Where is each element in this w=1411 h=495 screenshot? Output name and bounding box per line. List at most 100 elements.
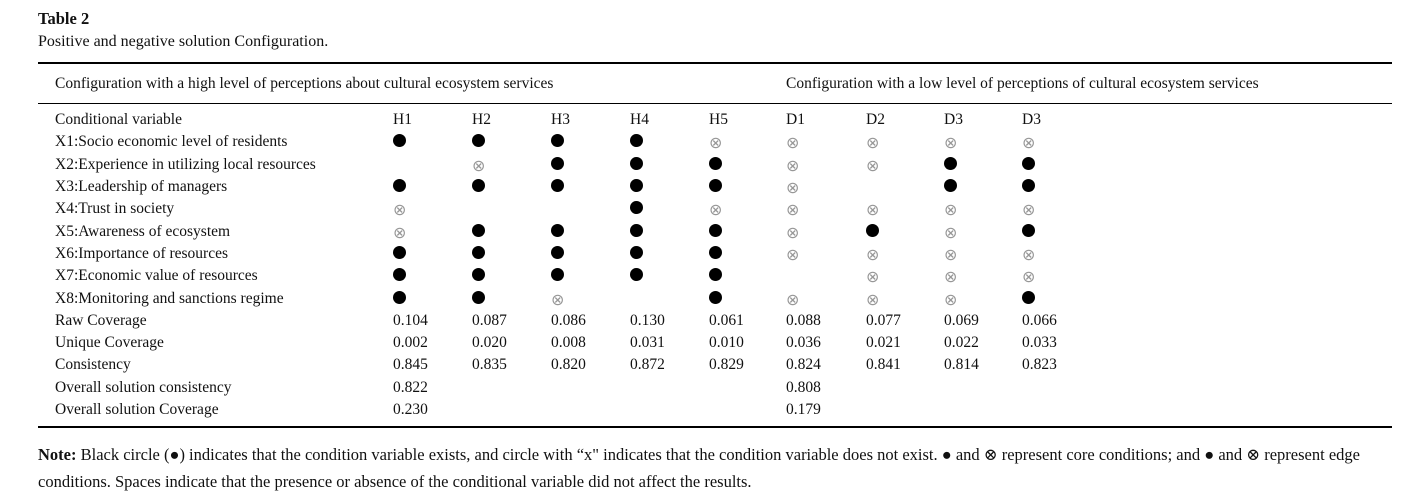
condition-present-icon	[393, 268, 406, 282]
condition-cell: ⊗	[786, 220, 866, 242]
table-title: Table 2	[38, 9, 90, 28]
row-label: Unique Coverage	[55, 334, 164, 352]
condition-cell	[393, 131, 472, 153]
value-cell: 0.130	[630, 311, 665, 329]
condition-cell: ⊗	[866, 131, 944, 153]
condition-present-icon	[1022, 179, 1036, 193]
condition-cell	[393, 243, 472, 265]
table-row: Raw Coverage 0.104 0.087 0.086 0.130 0.061 0.0…	[38, 310, 1392, 332]
empty-cell	[472, 377, 551, 399]
col-header: D3	[944, 111, 963, 129]
condition-present-icon	[393, 290, 406, 304]
condition-absent-icon: ⊗	[944, 222, 958, 242]
condition-cell	[944, 154, 1022, 176]
condition-present-icon	[1022, 156, 1036, 170]
row-label: X4:Trust in society	[55, 200, 175, 218]
value-cell: 0.087	[472, 311, 507, 329]
empty-cell	[944, 377, 1022, 399]
empty-cell	[393, 154, 472, 176]
condition-cell: ⊗	[944, 243, 1022, 265]
value-cell: 0.020	[472, 334, 507, 352]
group-header-high: Configuration with a high level of perce…	[38, 63, 787, 104]
value-cell: 0.066	[1022, 311, 1057, 329]
condition-present-icon	[709, 223, 722, 237]
value-cell: 0.841	[866, 356, 901, 374]
condition-cell: ⊗	[709, 198, 786, 220]
condition-cell	[630, 220, 709, 242]
note-text: Black circle (●) indicates that the cond…	[38, 445, 1360, 492]
condition-cell	[551, 154, 630, 176]
condition-absent-icon: ⊗	[1022, 133, 1036, 153]
condition-present-icon	[630, 201, 643, 215]
condition-absent-icon: ⊗	[866, 289, 880, 309]
value-cell: 0.061	[709, 311, 744, 329]
table-row: X5:Awareness of ecosystem ⊗ ⊗ ⊗	[38, 220, 1392, 242]
condition-cell: ⊗	[866, 154, 944, 176]
table-row: X2:Experience in utilizing local resourc…	[38, 154, 1392, 176]
value-cell: 0.022	[944, 334, 979, 352]
empty-cell	[630, 287, 709, 309]
value-cell: 0.829	[709, 356, 744, 374]
condition-absent-icon: ⊗	[393, 222, 407, 242]
col-header: D2	[866, 111, 885, 129]
value-cell: 0.230	[393, 401, 428, 418]
condition-cell: ⊗	[944, 287, 1022, 309]
condition-absent-icon: ⊗	[786, 289, 800, 309]
condition-absent-icon: ⊗	[786, 155, 800, 175]
condition-cell: ⊗	[1022, 198, 1100, 220]
value-cell: 0.823	[1022, 356, 1057, 374]
condition-cell	[393, 265, 472, 287]
config-table-body: Conditional variable H1 H2 H3 H4 H5 D1 D2 D3 D3 X1…	[38, 104, 1392, 428]
condition-cell	[472, 131, 551, 153]
filler-cell	[1100, 131, 1392, 153]
condition-cell	[709, 220, 786, 242]
col-header: H4	[630, 111, 649, 129]
condition-cell	[472, 176, 551, 198]
filler-cell	[1100, 399, 1392, 427]
condition-absent-icon: ⊗	[786, 222, 800, 242]
condition-absent-icon: ⊗	[866, 155, 880, 175]
condition-absent-icon: ⊗	[944, 244, 958, 264]
condition-cell: ⊗	[866, 198, 944, 220]
condition-cell: ⊗	[866, 287, 944, 309]
condition-cell: ⊗	[472, 154, 551, 176]
row-label: Overall solution Coverage	[55, 401, 219, 418]
filler-cell	[1100, 332, 1392, 354]
table-row: X1:Socio economic level of residents ⊗ ⊗ ⊗ ⊗…	[38, 131, 1392, 153]
condition-cell: ⊗	[866, 243, 944, 265]
empty-cell	[551, 399, 630, 427]
col-header: D1	[786, 111, 805, 129]
condition-present-icon	[393, 245, 406, 259]
empty-cell	[786, 265, 866, 287]
condition-cell	[630, 265, 709, 287]
empty-cell	[551, 198, 630, 220]
filler-cell	[1100, 243, 1392, 265]
filler-cell	[1100, 287, 1392, 309]
filler-cell	[1100, 310, 1392, 332]
condition-absent-icon: ⊗	[944, 133, 958, 153]
condition-present-icon	[630, 156, 643, 170]
condition-present-icon	[393, 179, 406, 193]
row-label: X7:Economic value of resources	[55, 267, 258, 285]
condition-absent-icon: ⊗	[472, 155, 486, 175]
value-cell: 0.033	[1022, 334, 1057, 352]
condition-absent-icon: ⊗	[866, 133, 880, 153]
condition-absent-icon: ⊗	[944, 200, 958, 220]
condition-absent-icon: ⊗	[944, 267, 958, 287]
empty-cell	[472, 198, 551, 220]
row-label: X2:Experience in utilizing local resourc…	[55, 155, 316, 173]
condition-cell: ⊗	[1022, 243, 1100, 265]
condition-cell: ⊗	[944, 220, 1022, 242]
condition-present-icon	[709, 290, 722, 304]
table-row: X4:Trust in society ⊗ ⊗ ⊗ ⊗ ⊗ ⊗	[38, 198, 1392, 220]
condition-present-icon	[709, 156, 722, 170]
condition-absent-icon: ⊗	[786, 178, 800, 198]
filler-cell	[1100, 220, 1392, 242]
table-row: X7:Economic value of resources ⊗ ⊗ ⊗	[38, 265, 1392, 287]
condition-cell: ⊗	[786, 198, 866, 220]
value-cell: 0.808	[786, 378, 821, 396]
value-cell: 0.104	[393, 311, 428, 329]
row-label: Raw Coverage	[55, 311, 147, 329]
note-label: Note:	[38, 445, 77, 465]
value-cell: 0.010	[709, 334, 744, 352]
